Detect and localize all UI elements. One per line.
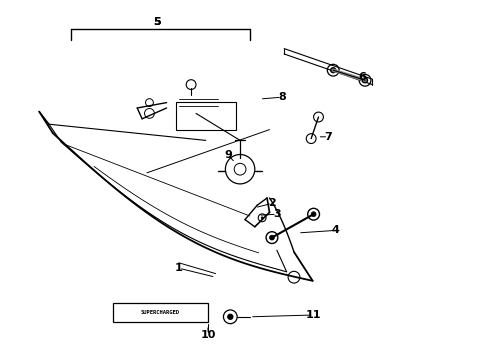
Circle shape bbox=[228, 314, 233, 319]
Circle shape bbox=[311, 212, 316, 217]
Text: 2: 2 bbox=[268, 198, 276, 208]
Text: 3: 3 bbox=[273, 209, 281, 219]
Bar bbox=[176, 102, 236, 130]
Text: 10: 10 bbox=[200, 330, 216, 340]
Bar bbox=[113, 303, 208, 322]
Text: 5: 5 bbox=[153, 17, 161, 27]
Circle shape bbox=[363, 78, 368, 83]
Circle shape bbox=[261, 217, 263, 219]
Text: 9: 9 bbox=[224, 150, 232, 160]
Text: 5: 5 bbox=[153, 17, 161, 27]
Circle shape bbox=[331, 68, 336, 73]
Text: 4: 4 bbox=[332, 225, 340, 235]
Text: 6: 6 bbox=[359, 72, 367, 82]
Text: 11: 11 bbox=[306, 310, 321, 320]
Text: SUPERCHARGED: SUPERCHARGED bbox=[141, 310, 180, 315]
Text: 8: 8 bbox=[278, 92, 286, 102]
Text: 7: 7 bbox=[324, 132, 332, 142]
Circle shape bbox=[270, 235, 274, 240]
Text: 1: 1 bbox=[175, 263, 183, 273]
